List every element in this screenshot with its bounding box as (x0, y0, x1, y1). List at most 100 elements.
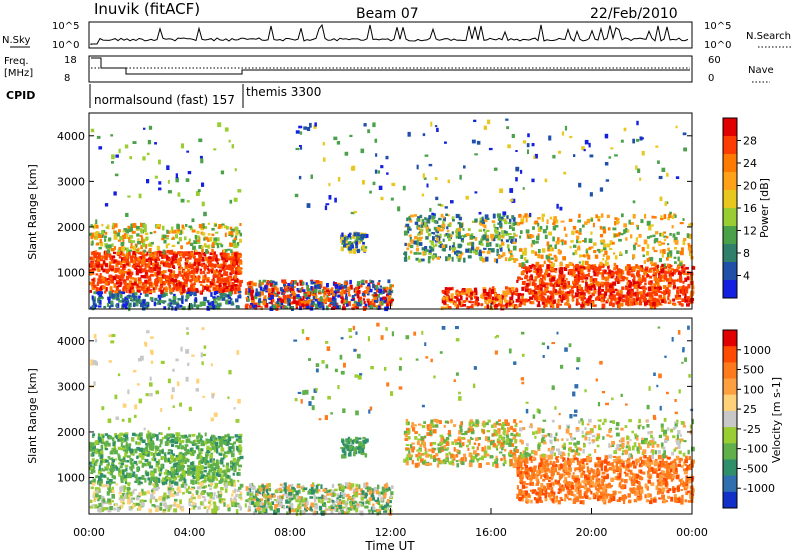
power-cell (134, 267, 138, 270)
power-cell (474, 191, 478, 194)
velocity-cell (192, 440, 195, 443)
power-cell (125, 212, 129, 217)
power-cell (188, 240, 191, 245)
power-cell (220, 274, 223, 277)
velocity-cell (157, 459, 161, 465)
power-cell (537, 273, 541, 278)
power-cell (591, 292, 595, 297)
power-cell (344, 281, 349, 286)
power-cell (104, 238, 107, 242)
power-cell (535, 240, 539, 244)
velocity-cell (196, 465, 200, 470)
velocity-cell (104, 459, 109, 463)
power-cell (667, 247, 670, 251)
power-cell (122, 260, 125, 263)
power-cell (315, 295, 318, 300)
power-cell (102, 279, 106, 284)
power-cell (237, 242, 240, 247)
velocity-cell (97, 506, 100, 509)
power-cell (177, 298, 181, 301)
velocity-cell (191, 442, 196, 446)
power-cell (462, 300, 466, 303)
power-cell (275, 287, 279, 292)
power-cell (532, 279, 536, 282)
velocity-cell (212, 462, 217, 467)
nsky-tick-top: 10^5 (52, 21, 79, 32)
power-cell (602, 297, 605, 301)
power-cell (549, 216, 553, 220)
power-cell (636, 295, 639, 299)
power-cell (352, 303, 356, 306)
power-cell (156, 224, 160, 228)
power-cell (206, 265, 209, 268)
power-cell (609, 282, 613, 286)
power-cell (201, 201, 205, 207)
power-cell (318, 305, 323, 308)
velocity-cell (153, 458, 157, 462)
power-cell (160, 289, 164, 295)
power-cell (338, 285, 342, 290)
power-cell (219, 266, 223, 269)
y-tick-label: 4000 (57, 130, 85, 143)
power-cell (217, 276, 221, 282)
power-cell (663, 263, 666, 268)
power-cell (290, 281, 293, 285)
power-cell (636, 270, 641, 273)
velocity-cell (89, 448, 94, 452)
velocity-cell (156, 435, 159, 441)
power-cell (599, 225, 603, 230)
power-cell (97, 268, 101, 272)
power-cell (239, 232, 242, 237)
power-cell (450, 234, 453, 238)
power-cell (192, 245, 196, 251)
nsearch-tick-top: 10^5 (704, 21, 731, 32)
power-cell (230, 233, 234, 238)
power-cell (484, 214, 489, 220)
power-cell (679, 276, 683, 281)
velocity-cell (147, 477, 150, 481)
power-cell (565, 286, 569, 289)
power-cell (666, 252, 670, 258)
velocity-cell (239, 483, 244, 488)
power-cell (118, 278, 123, 281)
power-cell (117, 285, 121, 288)
power-cell (228, 296, 232, 300)
velocity-cell (231, 479, 236, 483)
power-cell (361, 279, 365, 284)
velocity-cell (171, 470, 175, 476)
velocity-cell (233, 467, 237, 473)
power-cell (572, 225, 577, 230)
power-cell (312, 291, 317, 296)
power-cell (537, 217, 541, 220)
power-cell (182, 286, 185, 292)
velocity-cell (209, 457, 213, 463)
power-cell (602, 254, 605, 257)
velocity-cell (238, 472, 241, 476)
power-cell (494, 298, 499, 301)
power-cell (341, 242, 344, 245)
power-cell (177, 263, 181, 266)
power-cell (97, 298, 101, 303)
velocity-cell (222, 436, 225, 439)
power-cell (233, 197, 238, 202)
power-cell (491, 236, 494, 241)
power-cell (223, 269, 226, 274)
power-cell (501, 235, 505, 239)
power-cell (490, 248, 495, 253)
power-cell (373, 296, 378, 300)
power-cell (447, 233, 451, 239)
power-cell (297, 299, 301, 305)
velocity-cell (199, 459, 203, 464)
power-cell (291, 288, 295, 291)
power-cell (618, 231, 621, 235)
power-cell (227, 253, 230, 258)
power-cell (359, 238, 364, 242)
power-cell (666, 271, 671, 274)
power-cell (471, 139, 476, 144)
power-cell (585, 281, 588, 287)
velocity-cell (95, 449, 98, 455)
power-cell (333, 290, 337, 294)
velocity-cell (227, 480, 231, 486)
nsearch-tick-bottom: 10^0 (704, 40, 731, 51)
power-cell (534, 251, 538, 256)
